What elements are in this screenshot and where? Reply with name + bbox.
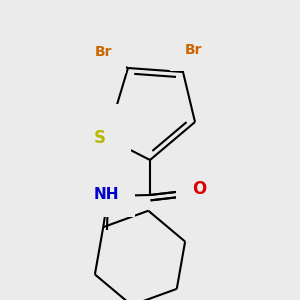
Text: O: O	[193, 179, 207, 197]
Text: Br: Br	[184, 43, 202, 57]
Text: S: S	[94, 129, 106, 147]
Text: Br: Br	[94, 45, 112, 59]
Text: NH: NH	[94, 187, 119, 202]
